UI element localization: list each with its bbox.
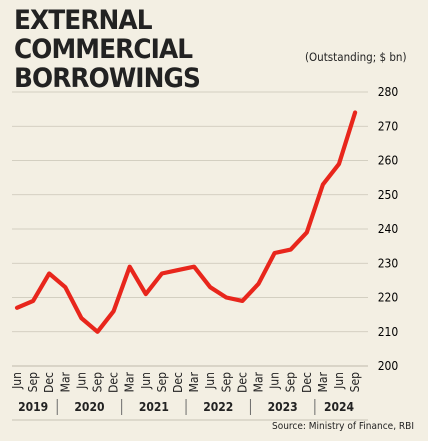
x-tick-label: Jun xyxy=(139,372,153,390)
x-tick-label: Jun xyxy=(332,372,346,390)
x-tick-label: Mar xyxy=(123,371,137,392)
x-tick-label: Mar xyxy=(252,371,266,392)
x-tick-label: Dec xyxy=(107,372,121,393)
year-label: 2022 xyxy=(203,400,233,414)
y-tick-label: 260 xyxy=(378,154,399,168)
y-tick-label: 250 xyxy=(378,188,399,202)
year-label: 2021 xyxy=(139,400,169,414)
x-tick-label: Jun xyxy=(203,372,217,390)
year-label: 2019 xyxy=(18,400,48,414)
x-tick-label: Sep xyxy=(348,372,362,393)
x-tick-label: Jun xyxy=(268,372,282,390)
x-tick-label: Dec xyxy=(42,372,56,393)
x-tick-label: Sep xyxy=(155,372,169,393)
chart-title-line-2: BORROWINGS xyxy=(14,63,201,94)
series-line xyxy=(14,110,358,334)
year-label: 2023 xyxy=(268,400,298,414)
y-tick-label: 270 xyxy=(378,119,399,133)
y-tick-label: 240 xyxy=(378,222,399,236)
x-tick-label: Jun xyxy=(74,372,88,390)
x-tick-label: Sep xyxy=(91,372,105,393)
y-tick-label: 200 xyxy=(378,359,399,373)
source-note: Source: Ministry of Finance, RBI xyxy=(272,421,414,432)
y-tick-label: 230 xyxy=(378,256,399,270)
x-tick-label: Mar xyxy=(187,371,201,392)
x-tick-label: Dec xyxy=(235,372,249,393)
y-tick-label: 220 xyxy=(378,291,399,305)
x-tick-label: Jun xyxy=(10,372,24,390)
x-tick-label: Mar xyxy=(316,371,330,392)
year-label: 2024 xyxy=(324,400,355,414)
x-tick-label: Sep xyxy=(26,372,40,393)
x-tick-label: Mar xyxy=(58,371,72,392)
y-tick-label: 210 xyxy=(378,325,399,339)
year-label: 2020 xyxy=(74,400,104,414)
x-tick-label: Dec xyxy=(171,372,185,393)
chart-subtitle: (Outstanding; $ bn) xyxy=(305,50,407,64)
y-tick-label: 280 xyxy=(378,85,399,99)
chart-title-line-1: EXTERNAL COMMERCIAL xyxy=(14,5,193,65)
x-tick-label: Sep xyxy=(219,372,233,393)
x-tick-label: Sep xyxy=(284,372,298,393)
x-tick-label: Dec xyxy=(300,372,314,393)
chart-title: EXTERNAL COMMERCIAL BORROWINGS xyxy=(14,6,290,93)
